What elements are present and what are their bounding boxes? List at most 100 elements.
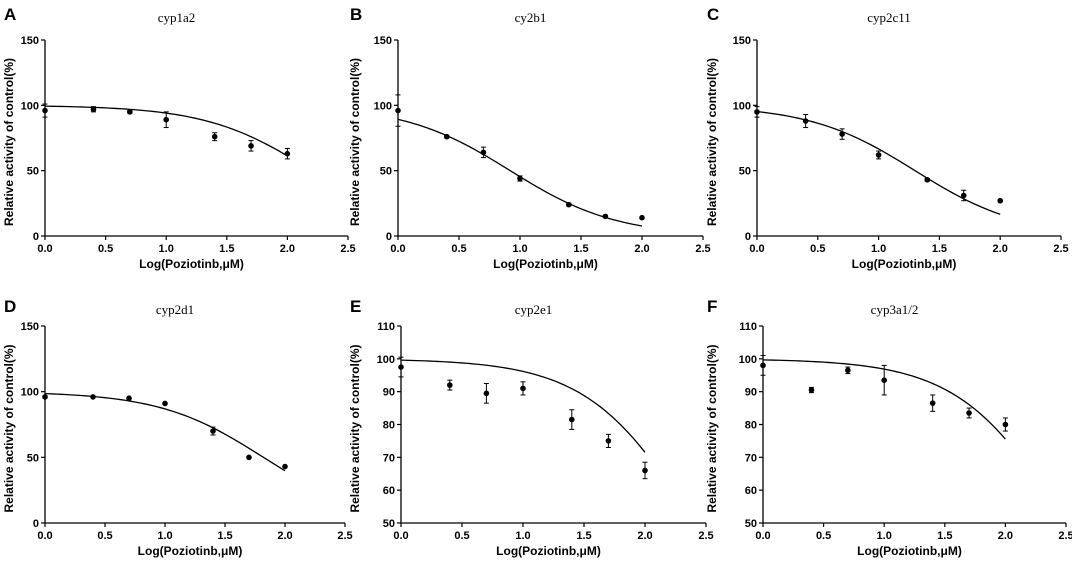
y-tick-label: 60 <box>745 485 757 497</box>
data-point <box>447 382 453 388</box>
fit-curve <box>397 118 643 227</box>
x-tick-label: 0.0 <box>37 243 52 255</box>
data-point <box>282 463 288 470</box>
y-tick-label: 100 <box>374 100 392 112</box>
y-tick-label: 100 <box>377 354 395 366</box>
data-point <box>881 377 887 383</box>
y-tick-label: 150 <box>374 35 392 47</box>
panel-letter: C <box>707 5 719 24</box>
x-axis-label: Log(Poziotinb,μM) <box>138 544 243 558</box>
data-point <box>929 400 936 406</box>
y-tick-label: 50 <box>27 166 39 178</box>
y-tick-label: 70 <box>745 452 757 464</box>
data-point <box>520 385 526 392</box>
x-tick-label: 1.5 <box>217 530 232 542</box>
y-tick-label: 0 <box>33 231 39 243</box>
data-point <box>42 107 48 114</box>
x-tick-label: 0.5 <box>816 530 831 542</box>
data-point <box>839 131 845 137</box>
data-point <box>284 150 291 157</box>
panel-letter: A <box>4 5 16 24</box>
data-point <box>246 454 252 461</box>
x-tick-label: 2.0 <box>637 530 652 542</box>
x-tick-label: 1.0 <box>515 530 530 542</box>
data-point <box>802 118 809 124</box>
data-point <box>126 395 132 402</box>
data-point <box>162 400 168 407</box>
x-axis-label: Log(Poziotinb,μM) <box>496 544 601 558</box>
data-point <box>163 116 169 123</box>
x-tick-label: 1.5 <box>932 243 947 255</box>
x-tick-label: 2.0 <box>277 530 292 542</box>
y-tick-label: 0 <box>745 231 751 243</box>
chart-title: cyp2e1 <box>515 302 553 317</box>
x-axis-label: Log(Poziotinb,μM) <box>857 544 962 558</box>
y-tick-label: 110 <box>377 321 395 333</box>
chart-title: cyp3a1/2 <box>871 302 919 317</box>
x-tick-label: 0.0 <box>37 530 52 542</box>
x-tick-label: 1.0 <box>877 530 892 542</box>
y-axis-label: Relative activity of control(%) <box>705 58 719 226</box>
data-point <box>90 394 96 400</box>
chart-title: cyp2c11 <box>867 10 911 25</box>
x-tick-label: 0.5 <box>810 243 825 255</box>
x-tick-label: 2.0 <box>993 243 1008 255</box>
y-tick-label: 80 <box>745 420 757 432</box>
y-tick-label: 80 <box>383 420 395 432</box>
y-axis-label: Relative activity of control(%) <box>348 344 362 512</box>
y-tick-label: 150 <box>21 35 39 47</box>
x-tick-label: 2.5 <box>695 243 710 255</box>
x-tick-label: 0.0 <box>749 243 764 255</box>
data-point <box>966 410 972 416</box>
data-point <box>924 177 931 183</box>
y-axis-label: Relative activity of control(%) <box>2 58 16 226</box>
chart-title: cyp1a2 <box>158 10 196 25</box>
fit-curve <box>756 110 1001 215</box>
y-tick-label: 100 <box>21 100 39 112</box>
fit-curve <box>400 359 646 453</box>
y-tick-label: 110 <box>739 321 757 333</box>
x-axis-label: Log(Poziotinb,μM) <box>139 257 244 271</box>
y-tick-label: 150 <box>21 321 39 333</box>
data-point <box>210 428 216 434</box>
x-tick-label: 0.5 <box>454 530 469 542</box>
data-point <box>398 364 404 370</box>
x-tick-label: 1.5 <box>573 243 588 255</box>
data-point <box>483 390 490 397</box>
x-tick-label: 2.0 <box>998 530 1013 542</box>
y-axis-label: Relative activity of control(%) <box>2 344 16 512</box>
panel-letter: B <box>350 5 362 24</box>
chart-title: cy2b1 <box>515 10 547 25</box>
x-tick-label: 0.0 <box>390 243 405 255</box>
x-tick-label: 0.5 <box>451 243 466 255</box>
y-tick-label: 100 <box>739 354 757 366</box>
panel-letter: D <box>4 297 16 316</box>
data-point <box>997 197 1003 204</box>
y-tick-label: 50 <box>745 518 757 530</box>
data-point <box>754 109 760 115</box>
y-tick-label: 50 <box>739 166 751 178</box>
y-tick-label: 50 <box>27 452 39 464</box>
x-tick-label: 0.0 <box>393 530 408 542</box>
panel-letter: F <box>707 297 717 316</box>
x-tick-label: 2.5 <box>337 530 352 542</box>
data-point <box>605 438 612 444</box>
y-tick-label: 90 <box>383 387 395 399</box>
x-tick-label: 1.5 <box>937 530 952 542</box>
y-tick-label: 0 <box>33 518 39 530</box>
y-axis-label: Relative activity of control(%) <box>705 344 719 512</box>
data-point <box>566 201 572 208</box>
x-tick-label: 0.5 <box>97 530 112 542</box>
data-point <box>960 192 967 199</box>
x-tick-label: 1.5 <box>219 243 234 255</box>
x-tick-label: 2.5 <box>1058 530 1072 542</box>
data-point <box>42 394 48 400</box>
data-point <box>639 214 645 221</box>
y-tick-label: 0 <box>386 231 392 243</box>
x-tick-label: 1.0 <box>159 243 174 255</box>
